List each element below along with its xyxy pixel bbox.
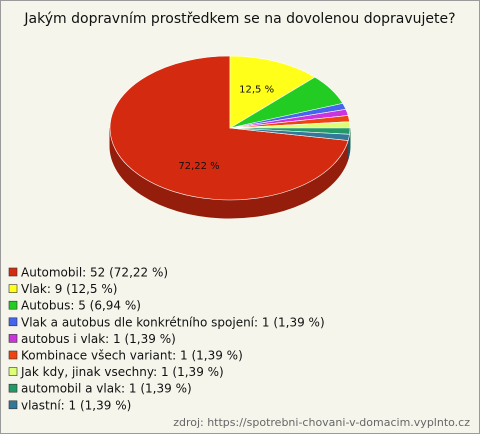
legend-swatch [8,383,18,393]
legend-label: automobil a vlak: 1 (1,39 %) [21,382,192,396]
chart-title: Jakým dopravním prostředkem se na dovole… [23,11,455,27]
legend-label: Jak kdy, jinak vsechny: 1 (1,39 %) [20,365,224,379]
source: zdroj: https://spotrebni-chovani-v-domac… [173,416,470,429]
legend-label: Vlak a autobus dle konkrétního spojení: … [21,315,325,329]
legend-swatch [8,400,18,410]
slice [109,55,349,201]
legend-swatch [8,367,18,376]
legend-swatch [8,317,18,327]
legend-label: autobus i vlak: 1 (1,39 %) [21,332,176,346]
legend-swatch [8,300,18,310]
legend-label: Automobil: 52 (72,22 %) [21,266,168,280]
legend-swatch [8,334,18,343]
slice [229,127,350,141]
value-label: 72,22 % [178,161,219,172]
value-label: 12,5 % [239,84,274,95]
legend-swatch [8,350,18,360]
legend-label: Kombinace všech variant: 1 (1,39 %) [21,349,243,363]
legend-swatch [8,284,18,293]
legend-label: Autobus: 5 (6,94 %) [21,299,141,313]
legend-label: Vlak: 9 (12,5 %) [21,282,117,296]
legend-swatch [8,267,18,277]
slice [229,55,316,129]
legend-label: vlastní: 1 (1,39 %) [21,398,131,412]
